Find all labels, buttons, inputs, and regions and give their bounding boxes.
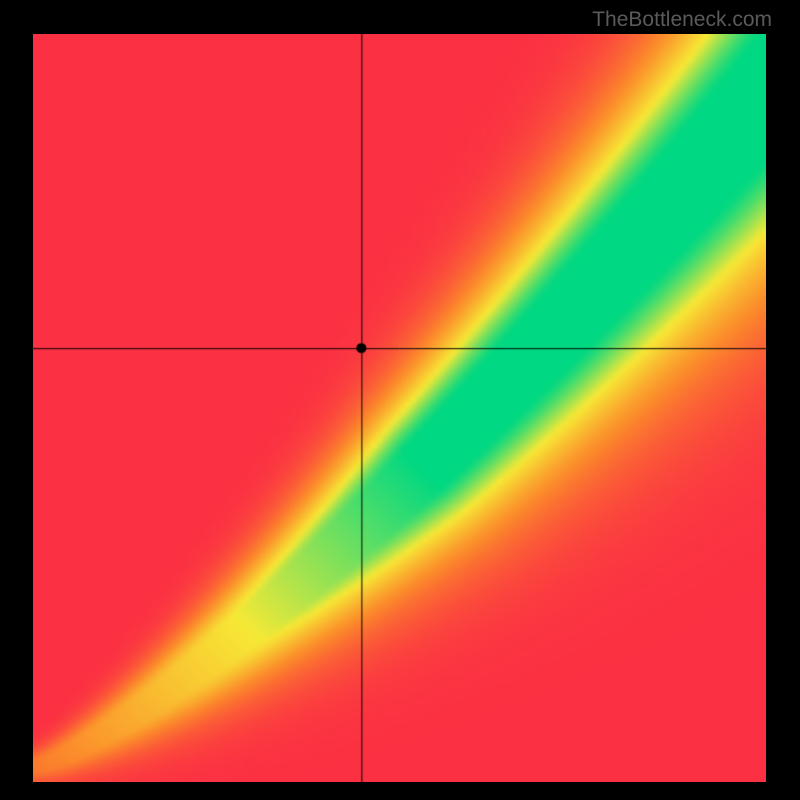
bottleneck-heatmap <box>33 34 766 782</box>
watermark-text: TheBottleneck.com <box>592 8 772 32</box>
